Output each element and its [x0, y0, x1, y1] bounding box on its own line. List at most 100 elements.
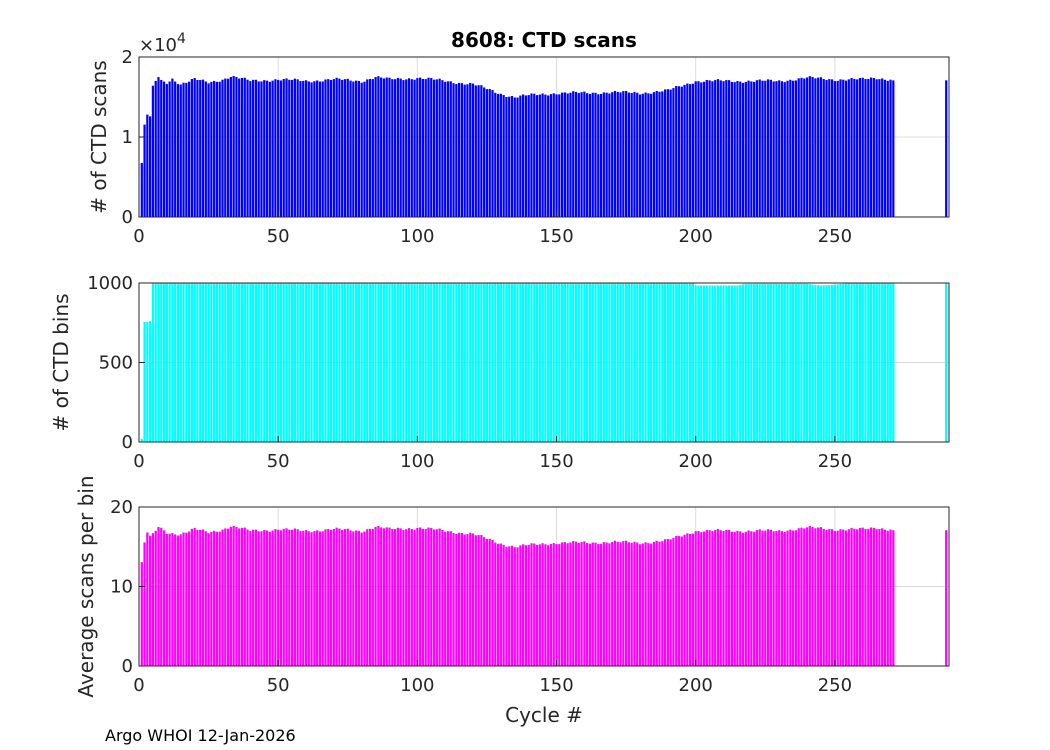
avg-bar [611, 541, 614, 666]
scans-bar [268, 81, 271, 218]
scans-bar [858, 78, 862, 217]
bins-bar [185, 283, 188, 442]
avg-bar [808, 526, 811, 666]
scans-x-tick-label: 100 [400, 226, 434, 247]
bins-bar [349, 283, 352, 442]
bins-bar [524, 283, 528, 442]
scans-bar [432, 79, 436, 217]
bins-bar [663, 283, 667, 442]
bins-panel: 0 50 100 150 200 250 0 500 1000 # of CTD bins [49, 273, 950, 472]
avg-bar [847, 529, 850, 666]
scans-bar [833, 81, 836, 217]
avg-bar [332, 528, 335, 666]
avg-bar [833, 530, 836, 666]
bins-x-tick-label: 0 [133, 451, 144, 472]
bins-bar [819, 285, 823, 442]
scans-bar [430, 78, 433, 217]
avg-bar [388, 527, 391, 666]
bins-bar [157, 283, 160, 442]
bins-bar [867, 283, 870, 442]
avg-bar [527, 544, 530, 666]
bins-bar [666, 283, 669, 442]
avg-bar [741, 532, 745, 666]
avg-bar [452, 533, 455, 666]
avg-bar [204, 531, 207, 666]
scans-bar [179, 84, 182, 217]
bins-bar [327, 283, 330, 442]
bins-bar [839, 283, 842, 442]
avg-bar [249, 530, 252, 666]
bins-bar [190, 283, 193, 442]
bins-y-tick-label: 0 [122, 432, 133, 453]
avg-bar [680, 536, 683, 666]
bins-bar [207, 283, 210, 442]
scans-bar [343, 79, 347, 217]
bins-bar [805, 283, 809, 442]
bins-bar [547, 283, 550, 442]
scans-bar [352, 81, 355, 217]
scans-bar [764, 80, 767, 218]
avg-bar [574, 541, 578, 666]
bins-bar [608, 283, 611, 442]
avg-bar [215, 531, 219, 666]
avg-bar [650, 543, 653, 666]
scans-bar [238, 78, 241, 217]
bins-bar [485, 283, 489, 442]
bins-bar [580, 283, 583, 442]
avg-bar [658, 541, 661, 666]
bins-y-tick-label: 1000 [87, 273, 133, 294]
bins-bar [204, 283, 207, 442]
bins-bar [460, 283, 463, 442]
bins-bar [199, 283, 202, 442]
avg-bar [778, 530, 781, 666]
avg-bar [366, 529, 369, 666]
bins-bar [714, 285, 717, 442]
avg-bar [552, 543, 555, 666]
scans-bar [480, 85, 483, 218]
avg-bar [522, 544, 525, 666]
bins-bar [477, 283, 480, 442]
avg-bar [391, 529, 394, 666]
scans-bar [794, 80, 798, 217]
scans-bar [187, 81, 191, 217]
avg-bar [691, 533, 695, 666]
avg-bar [508, 546, 511, 666]
scans-bar [594, 92, 597, 217]
avg-bar [797, 528, 800, 666]
avg-bar [446, 531, 450, 666]
bins-bar [861, 283, 864, 442]
avg-x-tick-label: 150 [539, 675, 573, 696]
scans-bar [265, 80, 269, 218]
avg-bar [875, 529, 878, 666]
bins-bar [494, 283, 497, 442]
avg-bar [374, 526, 377, 666]
avg-bar [438, 528, 441, 666]
avg-bar [382, 528, 386, 666]
avg-bar [786, 530, 789, 666]
scans-bar [146, 114, 149, 217]
bins-bar [277, 283, 280, 442]
avg-bar [739, 531, 742, 666]
avg-bar [399, 528, 402, 666]
avg-bar [755, 530, 759, 666]
avg-bar [149, 535, 152, 666]
scans-bar [652, 92, 656, 217]
scans-bar [605, 92, 608, 217]
bins-bar [232, 283, 235, 442]
scans-bar [566, 93, 569, 217]
scans-bar [675, 86, 678, 217]
avg-bar [666, 538, 669, 666]
scans-x-tick-label: 150 [539, 226, 573, 247]
avg-bar [872, 527, 875, 666]
bins-bar [432, 283, 436, 442]
bins-bar [355, 283, 358, 442]
scans-bar [207, 83, 210, 217]
scans-bar [485, 89, 489, 217]
scans-bar [474, 85, 477, 217]
avg-bar [861, 527, 864, 666]
avg-bar [817, 527, 820, 666]
avg-bar [187, 531, 191, 666]
avg-bar [744, 531, 747, 666]
scans-bar [218, 81, 221, 217]
avg-bar [296, 529, 299, 666]
